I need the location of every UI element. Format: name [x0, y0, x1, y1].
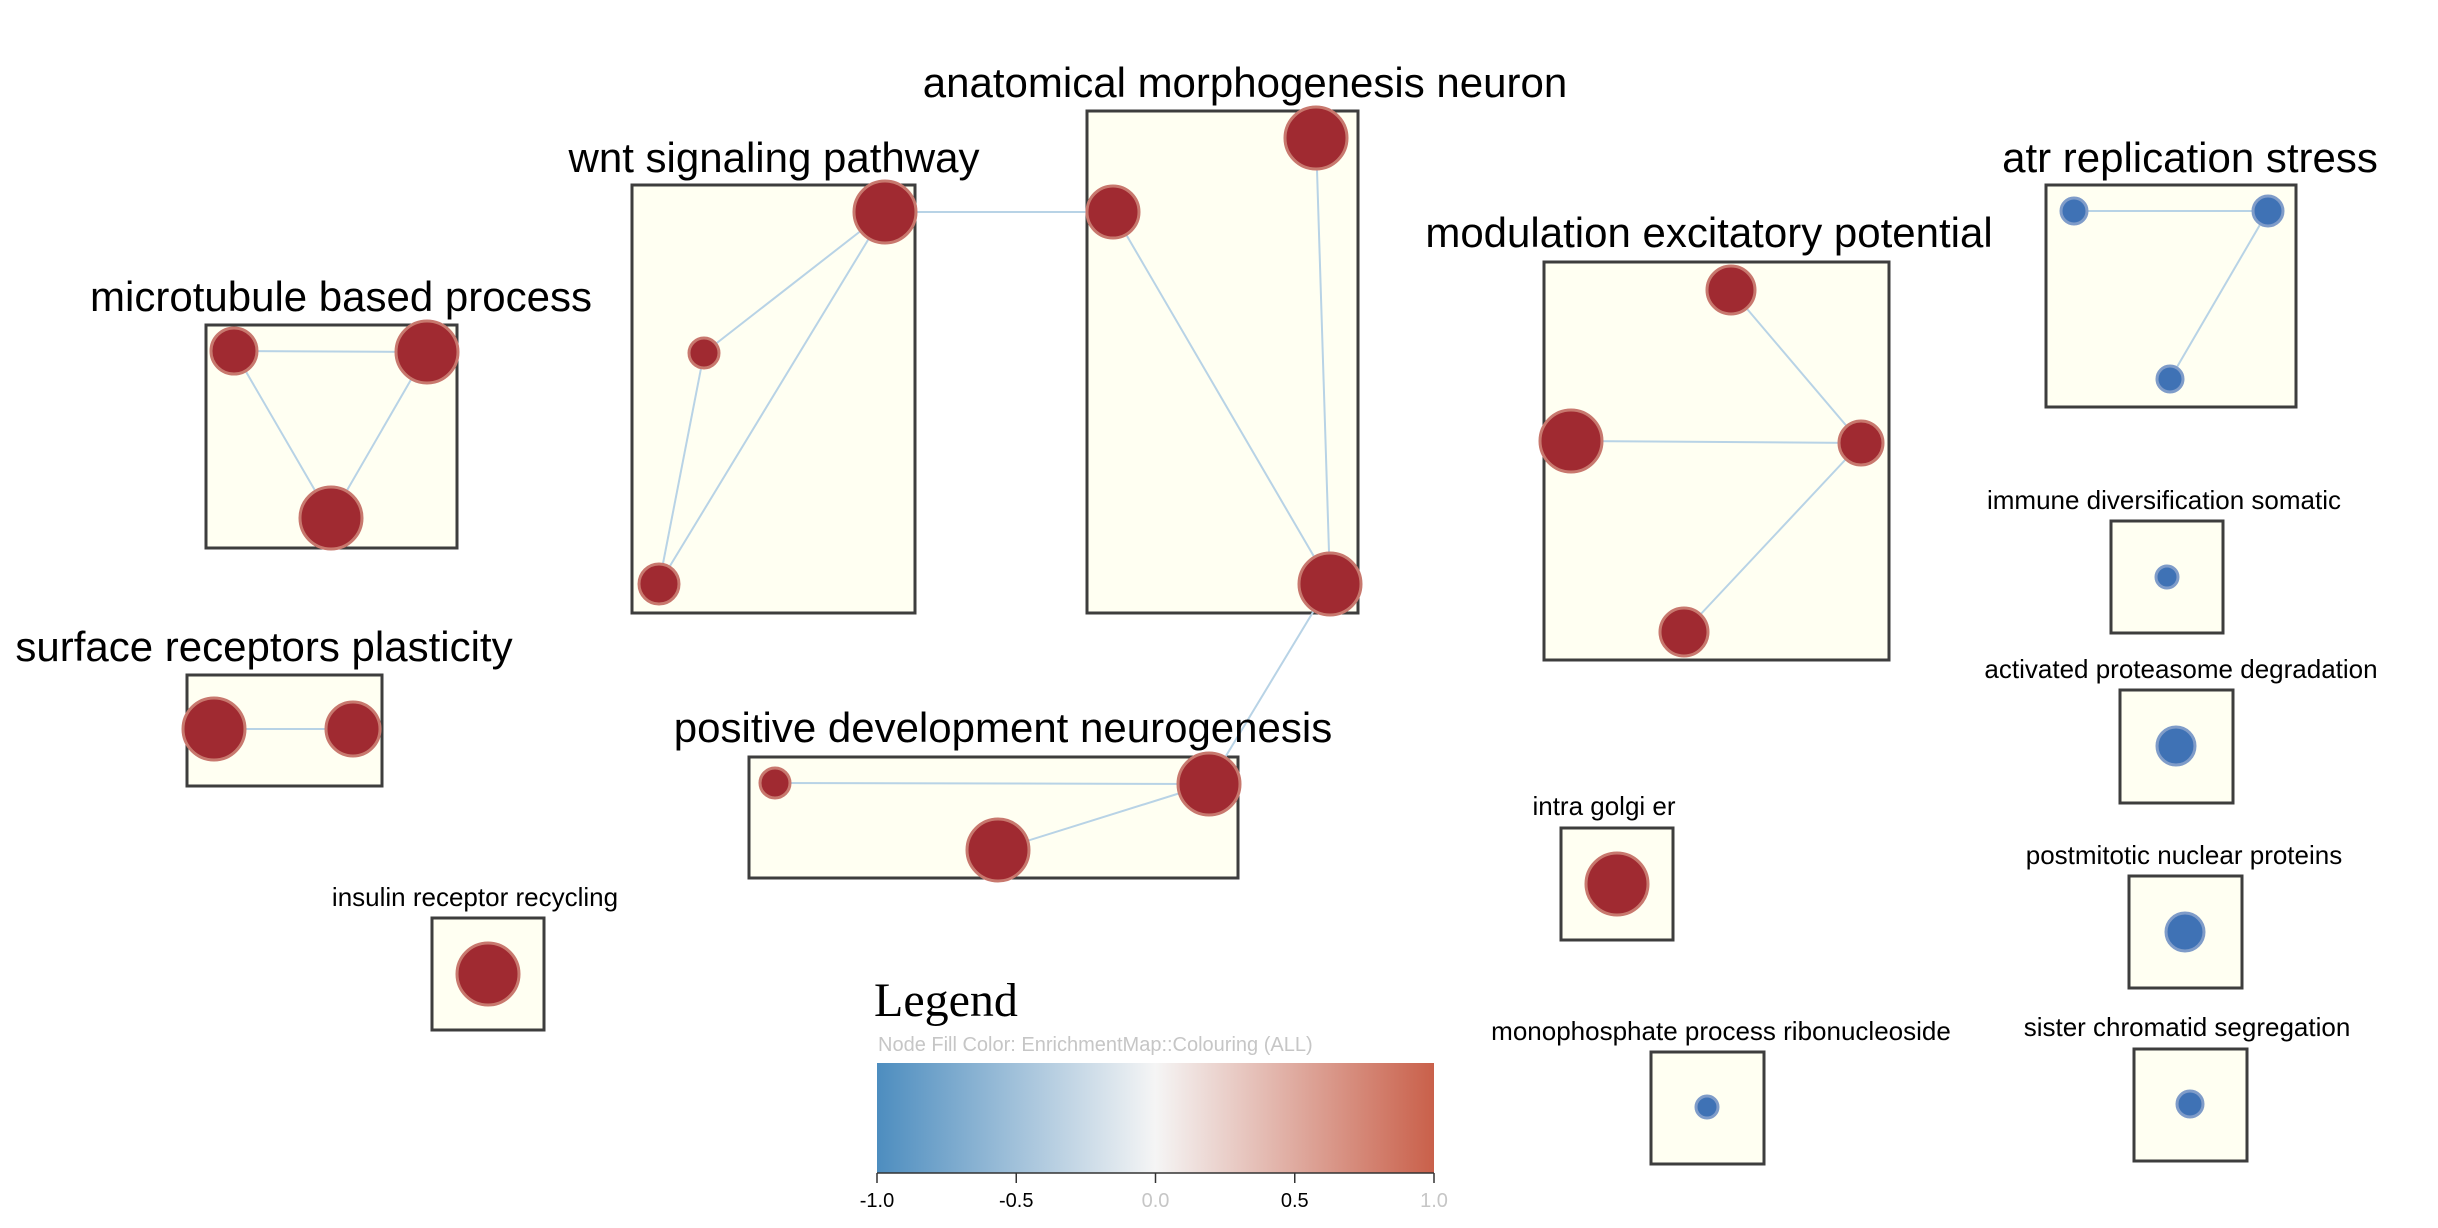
legend-ticks: -1.0 -0.5 0.0 0.5 1.0 [860, 1173, 1448, 1212]
node-g1[interactable] [1584, 851, 1650, 917]
cluster-label-postmitotic: postmitotic nuclear proteins [2026, 840, 2342, 870]
legend-tick-label: 0.5 [1281, 1190, 1309, 1212]
edge-w1-w2 [703, 211, 886, 354]
node-s1[interactable] [181, 696, 247, 762]
node-p3[interactable] [1176, 751, 1242, 817]
edge-a1-a3 [1112, 211, 1331, 585]
edge-w1-w3 [658, 211, 886, 585]
node-m4[interactable] [1658, 606, 1710, 658]
edge-t2-t3 [2169, 210, 2269, 380]
node-a3[interactable] [1297, 551, 1363, 617]
legend-subtitle: Node Fill Color: EnrichmentMap::Colourin… [878, 1034, 1313, 1056]
node-w2[interactable] [687, 336, 721, 370]
cluster-label-atr: atr replication stress [2002, 134, 2378, 181]
node-t1[interactable] [2059, 196, 2089, 226]
legend: Legend Node Fill Color: EnrichmentMap::C… [860, 974, 1448, 1212]
legend-tick-label: 0.0 [1142, 1190, 1170, 1212]
node-mt3[interactable] [298, 485, 364, 551]
node-im1[interactable] [2154, 564, 2180, 590]
node-si1[interactable] [2175, 1089, 2205, 1119]
edge-m1-m3 [1570, 440, 1862, 444]
node-po1[interactable] [2164, 911, 2206, 953]
edge-m2-m3 [1730, 289, 1862, 444]
cluster-label-intra: intra golgi er [1532, 791, 1675, 821]
cluster-label-microtubule: microtubule based process [90, 273, 592, 320]
node-t2[interactable] [2251, 194, 2285, 228]
edges [214, 137, 2269, 851]
cluster-box-modulation[interactable] [1542, 260, 1891, 662]
node-w1[interactable] [852, 179, 918, 245]
node-m2[interactable] [1705, 264, 1757, 316]
cluster-label-modulation: modulation excitatory potential [1425, 209, 1992, 256]
legend-color-bar [877, 1063, 1434, 1173]
cluster-label-wnt: wnt signaling pathway [568, 134, 980, 181]
cluster-label-monophosphate: monophosphate process ribonucleoside [1491, 1016, 1951, 1046]
node-r1[interactable] [1694, 1094, 1720, 1120]
node-p2[interactable] [965, 817, 1031, 883]
nodes [181, 105, 2285, 1120]
edge-p1-p3 [774, 782, 1210, 785]
legend-tick-label: -1.0 [860, 1190, 894, 1212]
node-m1[interactable] [1538, 408, 1604, 474]
node-mt2[interactable] [394, 319, 460, 385]
node-t3[interactable] [2155, 364, 2185, 394]
cluster-label-positive: positive development neurogenesis [674, 704, 1332, 751]
edge-m3-m4 [1683, 442, 1862, 633]
cluster-label-sister: sister chromatid segregation [2024, 1012, 2351, 1042]
node-a2[interactable] [1283, 105, 1349, 171]
legend-tick-label: -0.5 [999, 1190, 1033, 1212]
cluster-label-activated: activated proteasome degradation [1984, 654, 2377, 684]
cluster-label-surface: surface receptors plasticity [15, 623, 512, 670]
cluster-labels: microtubule based process wnt signaling p… [15, 59, 2378, 1046]
node-i1[interactable] [455, 941, 521, 1007]
cluster-label-anatomical: anatomical morphogenesis neuron [923, 59, 1567, 106]
node-w3[interactable] [637, 562, 681, 606]
node-ac1[interactable] [2155, 725, 2197, 767]
edge-a2-a3 [1315, 137, 1331, 585]
edge-a3-p3 [1208, 583, 1331, 785]
node-a1[interactable] [1085, 184, 1141, 240]
node-s2[interactable] [324, 700, 382, 758]
cluster-label-immune: immune diversification somatic [1987, 485, 2341, 515]
cluster-box-sister[interactable] [2132, 1047, 2249, 1163]
edge-p2-p3 [997, 783, 1210, 851]
node-m3[interactable] [1837, 419, 1885, 467]
legend-title: Legend [874, 974, 1018, 1027]
cluster-label-insulin: insulin receptor recycling [332, 882, 618, 912]
node-mt1[interactable] [209, 326, 259, 376]
cluster-box-insulin[interactable] [430, 916, 546, 1032]
node-p1[interactable] [758, 766, 792, 800]
edge-w2-w3 [658, 352, 705, 585]
cluster-boxes [185, 109, 2298, 1166]
cluster-box-wnt[interactable] [630, 183, 917, 615]
legend-tick-label: 1.0 [1420, 1190, 1448, 1212]
